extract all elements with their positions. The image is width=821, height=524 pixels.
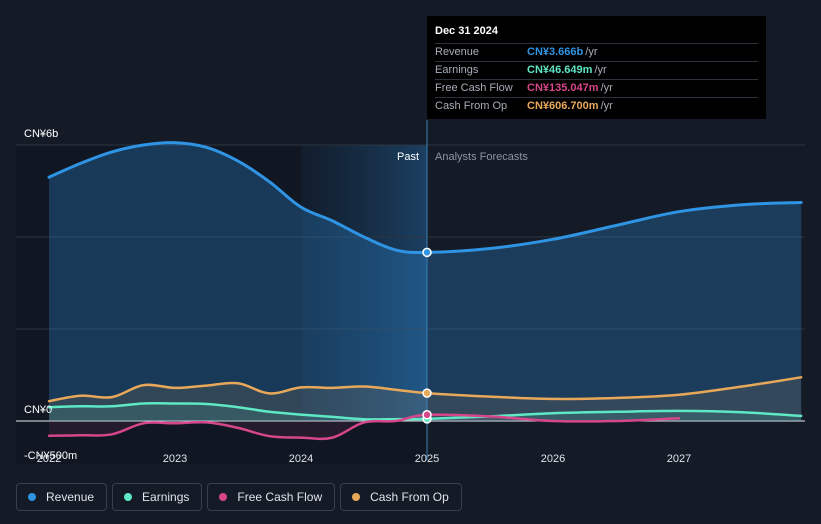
legend-label: Revenue bbox=[46, 490, 95, 504]
revenue-point bbox=[422, 247, 432, 258]
y-tick-labels: CN¥6b CN¥0 -CN¥500m bbox=[24, 128, 77, 462]
cash-from-op-point bbox=[422, 388, 432, 398]
tooltip-series-value: CN¥135.047m bbox=[527, 82, 599, 94]
legend-dot-icon bbox=[124, 493, 133, 501]
tooltip-series-value: CN¥46.649m bbox=[527, 64, 593, 76]
tooltip-row: Revenue CN¥3.666b/yr bbox=[435, 43, 758, 61]
x-tick-label: 2022 bbox=[37, 453, 61, 465]
tooltip-series-value: CN¥606.700m bbox=[527, 100, 599, 112]
tooltip-series-name: Free Cash Flow bbox=[435, 82, 513, 94]
y-tick-label: CN¥6b bbox=[24, 128, 58, 140]
free-cash-flow-point bbox=[422, 410, 432, 420]
legend-label: Cash From Op bbox=[370, 490, 449, 504]
y-tick-label: -CN¥500m bbox=[24, 450, 77, 462]
x-tick-label: 2023 bbox=[163, 453, 187, 465]
x-tick-label: 2027 bbox=[667, 453, 691, 465]
earnings-line bbox=[47, 402, 803, 421]
tooltip-series-unit: /yr bbox=[594, 64, 607, 76]
legend-dot-icon bbox=[352, 493, 361, 501]
series-lines bbox=[47, 141, 803, 441]
cash-from-op-area bbox=[49, 377, 802, 421]
tooltip-date: Dec 31 2024 bbox=[435, 25, 498, 37]
tooltip-row: Earnings CN¥46.649m/yr bbox=[435, 61, 758, 79]
x-tick-labels: 2022 2023 2024 2025 2026 2027 bbox=[37, 453, 691, 465]
tooltip-series-unit: /yr bbox=[585, 46, 598, 58]
tooltip-series-name: Revenue bbox=[435, 46, 480, 58]
free-cash-flow-line bbox=[47, 413, 681, 441]
forecast-label: Analysts Forecasts bbox=[435, 151, 528, 163]
past-label: Past bbox=[397, 151, 419, 163]
y-tick-label: CN¥0 bbox=[24, 404, 52, 416]
x-tick-label: 2024 bbox=[289, 453, 313, 465]
legend-item-revenue[interactable]: Revenue bbox=[16, 483, 108, 511]
x-tick-label: 2025 bbox=[415, 453, 439, 465]
legend-label: Earnings bbox=[142, 490, 190, 504]
legend-label: Free Cash Flow bbox=[237, 490, 323, 504]
legend-item-earnings[interactable]: Earnings bbox=[112, 483, 203, 511]
revenue-line bbox=[47, 141, 803, 254]
highlight-points bbox=[422, 247, 432, 424]
tooltip-row: Cash From Op CN¥606.700m/yr bbox=[435, 97, 758, 115]
tooltip: Dec 31 2024 Revenue CN¥3.666b/yr Earnings C… bbox=[427, 16, 766, 119]
legend-item-cash-from-op[interactable]: Cash From Op bbox=[340, 483, 462, 511]
revenue-area bbox=[49, 142, 802, 421]
tooltip-series-name: Earnings bbox=[435, 64, 479, 76]
tooltip-rows: Revenue CN¥3.666b/yr Earnings CN¥46.649m/yr… bbox=[435, 43, 758, 115]
tooltip-row: Free Cash Flow CN¥135.047m/yr bbox=[435, 79, 758, 97]
highlight-band bbox=[301, 145, 427, 421]
tooltip-series-value: CN¥3.666b bbox=[527, 46, 584, 58]
legend: Revenue Earnings Free Cash Flow Cash From O… bbox=[16, 483, 462, 511]
tooltip-series-name: Cash From Op bbox=[435, 100, 508, 112]
legend-item-free-cash-flow[interactable]: Free Cash Flow bbox=[207, 483, 336, 511]
cash-from-op-line bbox=[47, 376, 803, 403]
x-tick-label: 2026 bbox=[541, 453, 565, 465]
tooltip-series-unit: /yr bbox=[600, 82, 613, 94]
legend-dot-icon bbox=[28, 493, 36, 501]
legend-dot-icon bbox=[219, 493, 228, 501]
free-cash-flow-area bbox=[49, 414, 679, 439]
tooltip-series-unit: /yr bbox=[600, 100, 613, 112]
